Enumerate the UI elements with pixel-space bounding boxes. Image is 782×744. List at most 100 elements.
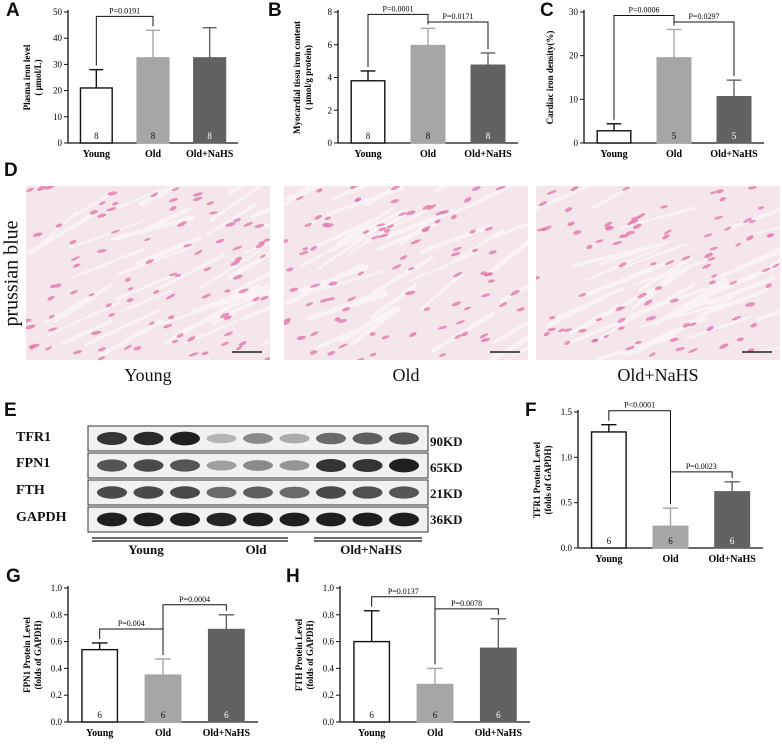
micrograph-old-nahs xyxy=(536,186,780,360)
micrograph-caption-old-nahs: Old+NaHS xyxy=(617,365,699,385)
chart-c-bar xyxy=(596,130,632,144)
chart-a-comparison-bracket xyxy=(95,15,154,66)
chart-f-n-label: 6 xyxy=(607,536,612,546)
wb-band xyxy=(316,458,346,473)
chart-b-bar xyxy=(410,44,446,144)
wb-band xyxy=(389,512,419,527)
chart-c-n-label: 5 xyxy=(672,131,677,141)
chart-a-ytick-label: 20 xyxy=(53,86,63,96)
chart-c-category-label: Young xyxy=(600,149,627,160)
wb-band xyxy=(133,512,164,527)
chart-f-p-value: P=0.0023 xyxy=(686,462,717,471)
chart-b-ytick-label: 2 xyxy=(328,105,333,115)
chart-h-p-value: P=0.0078 xyxy=(451,599,482,608)
wb-band xyxy=(243,460,273,471)
wb-band xyxy=(316,512,346,527)
wb-band xyxy=(352,432,383,445)
wb-label-tfr1: TFR1 xyxy=(16,430,51,445)
chart-h-n-label: 6 xyxy=(496,710,501,720)
chart-a-n-label: 8 xyxy=(94,131,99,141)
chart-b-ytick-label: 6 xyxy=(328,40,333,50)
wb-band xyxy=(206,486,237,499)
chart-a-category-label: Old+NaHS xyxy=(186,149,234,160)
chart-a-category-label: Old xyxy=(145,149,162,160)
chart-c-ytick-label: 10 xyxy=(569,94,579,104)
wb-band xyxy=(279,433,310,444)
chart-f-ylabel: TFR1 Protein Level(folds of GAPDH) xyxy=(532,441,553,518)
chart-a: Plasma iron level( μmol/L) 0 10 20 30 40 50 8 Yo… xyxy=(20,0,250,165)
wb-band xyxy=(352,512,383,527)
wb-band xyxy=(352,486,383,499)
chart-b-p-value: P=0.0001 xyxy=(383,4,414,13)
chart-b-category-label: Old xyxy=(420,149,437,160)
chart-a-ytick-label: 30 xyxy=(53,59,63,69)
wb-group-young: Young xyxy=(128,542,164,557)
wb-band xyxy=(316,486,346,499)
chart-h-n-label: 6 xyxy=(433,710,438,720)
panel-letter-b: B xyxy=(268,0,282,21)
chart-c-ylabel: Cardiac iron density(%) xyxy=(545,31,555,125)
wb-group-lines xyxy=(92,537,422,542)
panel-letter-a: A xyxy=(6,0,20,21)
chart-a-ytick-label: 0 xyxy=(58,138,63,148)
chart-f-ytick-label: 0.0 xyxy=(561,543,573,553)
chart-g: FPN1 Protein Level(folds of GAPDH) 0.0 0.2… xyxy=(20,576,270,744)
wb-band xyxy=(97,431,127,446)
wb-size-90kd: 90KD xyxy=(430,434,463,449)
wb-band xyxy=(206,512,237,527)
wb-band xyxy=(389,458,419,473)
wb-size-65kd: 65KD xyxy=(430,460,463,475)
chart-h: FTH Protein Level(folds of GAPDH) 0.0 0.2 0… xyxy=(292,576,542,744)
wb-band xyxy=(170,486,200,499)
chart-h-ytick-label: 0.4 xyxy=(323,663,335,673)
chart-f-n-label: 6 xyxy=(730,536,735,546)
chart-c-comparison-bracket xyxy=(613,14,675,120)
chart-c: Cardiac iron density(%) 0 10 20 30 Young 5 Old 5… xyxy=(536,0,776,165)
chart-b-p-value: P=0.0171 xyxy=(443,12,474,21)
chart-c-comparison-bracket xyxy=(673,21,735,77)
chart-h-ytick-label: 0.6 xyxy=(323,637,335,647)
panel-letter-h: H xyxy=(286,566,300,587)
chart-h-ytick-label: 0.8 xyxy=(323,610,335,620)
wb-band xyxy=(206,460,237,471)
panel-letter-f: F xyxy=(525,400,537,421)
chart-g-ytick-label: 0.0 xyxy=(51,717,63,727)
chart-h-category-label: Old xyxy=(427,728,444,739)
wb-label-fth: FTH xyxy=(16,483,45,498)
wb-band xyxy=(97,486,127,499)
chart-h-ytick-label: 0.0 xyxy=(323,717,335,727)
wb-size-36kd: 36KD xyxy=(430,512,463,527)
chart-b-n-label: 8 xyxy=(366,131,371,141)
wb-band xyxy=(170,512,200,527)
panel-letter-g: G xyxy=(6,566,21,587)
chart-h-category-label: Old+NaHS xyxy=(475,728,523,739)
chart-g-p-value: P=0.0004 xyxy=(179,595,210,604)
chart-f-category-label: Old+NaHS xyxy=(708,554,756,565)
chart-b-n-label: 8 xyxy=(426,131,431,141)
chart-g-ytick-label: 1.0 xyxy=(51,583,63,593)
chart-g-category-label: Young xyxy=(86,728,113,739)
chart-b-ytick-label: 8 xyxy=(328,7,333,17)
chart-f: TFR1 Protein Level(folds of GAPDH) 0.0 0.5… xyxy=(530,400,775,570)
chart-b-bar xyxy=(350,80,386,144)
chart-f-bar xyxy=(652,525,689,549)
panel-letter-e: E xyxy=(4,400,17,421)
chart-a-p-value: P=0.0191 xyxy=(109,6,140,15)
chart-g-comparison-bracket xyxy=(162,604,227,656)
wb-band xyxy=(133,459,164,472)
chart-b-ytick-label: 4 xyxy=(328,73,333,83)
western-blot xyxy=(87,424,429,536)
chart-f-n-label: 6 xyxy=(668,536,673,546)
chart-g-ytick-label: 0.6 xyxy=(51,637,63,647)
wb-band xyxy=(389,486,419,499)
chart-b-ytick-label: 0 xyxy=(328,138,333,148)
chart-g-category-label: Old xyxy=(155,728,172,739)
wb-band xyxy=(279,512,310,527)
chart-f-ytick-label: 1.5 xyxy=(561,407,573,417)
wb-band xyxy=(97,459,127,472)
panel-letter-d: D xyxy=(4,160,18,181)
chart-g-ytick-label: 0.2 xyxy=(51,690,62,700)
chart-b-comparison-bracket xyxy=(367,13,429,67)
wb-band xyxy=(279,460,310,471)
chart-f-ytick-label: 1.0 xyxy=(561,452,573,462)
